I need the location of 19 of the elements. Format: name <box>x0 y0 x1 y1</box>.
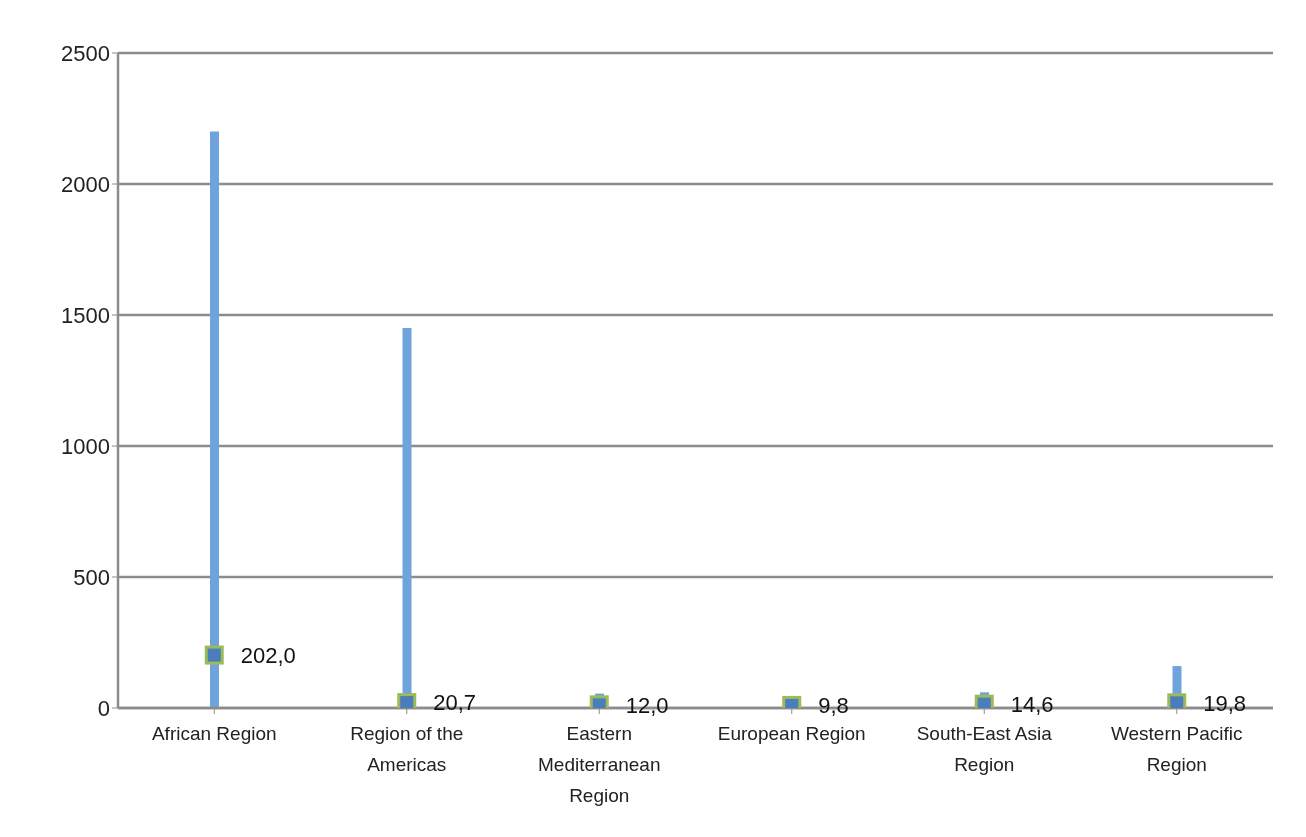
y-tick-label: 0 <box>97 695 110 721</box>
x-tick-label: European Region <box>717 723 866 744</box>
data-label: 14,6 <box>1010 691 1054 717</box>
data-label: 9,8 <box>818 693 849 719</box>
data-label: 19,8 <box>1203 690 1247 716</box>
data-label: 202,0 <box>240 642 296 668</box>
x-tick-label: South-East Asia Region <box>916 723 1053 775</box>
x-tick-label: African Region <box>151 723 277 744</box>
x-tick-label: Eastern Mediterranean Region <box>537 723 661 806</box>
data-label: 12,0 <box>625 692 669 718</box>
x-tick-label: Western Pacific Region <box>1110 723 1243 775</box>
y-tick-label: 1000 <box>61 433 110 459</box>
y-tick-label: 2000 <box>61 171 110 197</box>
y-tick-label: 2500 <box>61 40 110 66</box>
x-tick-label: Region of the Americas <box>350 723 464 775</box>
data-label: 20,7 <box>433 690 477 716</box>
y-tick-label: 500 <box>73 564 110 590</box>
y-tick-label: 1500 <box>61 302 110 328</box>
bar <box>210 131 219 708</box>
